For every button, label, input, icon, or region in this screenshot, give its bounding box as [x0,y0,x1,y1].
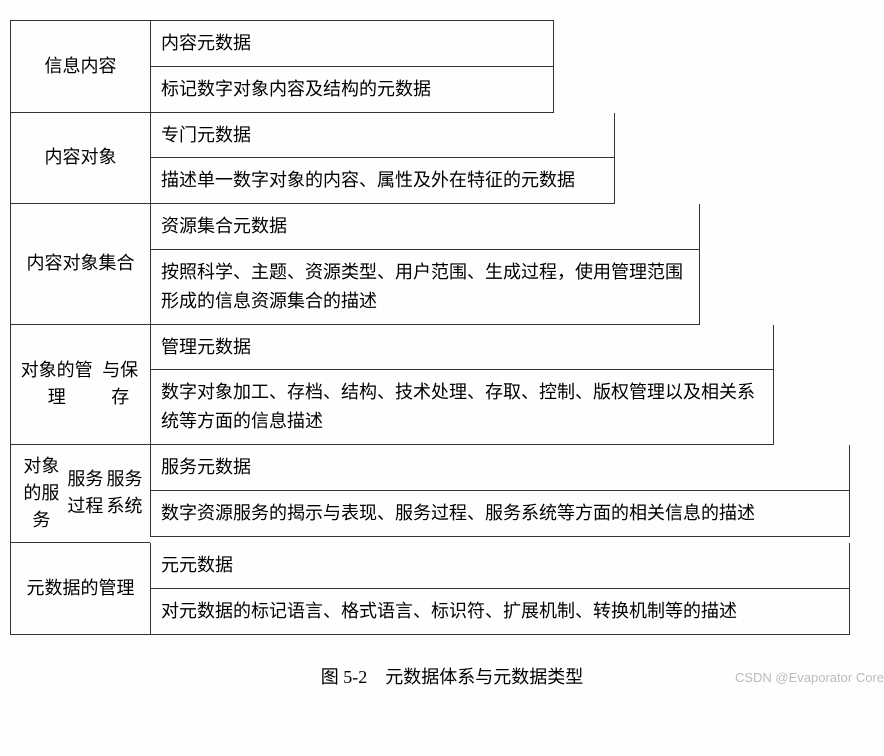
row-category-label: 对象的管理与保存 [10,325,150,445]
metadata-type-desc: 对元数据的标记语言、格式语言、标识符、扩展机制、转换机制等的描述 [150,589,850,635]
metadata-type-name: 服务元数据 [150,445,850,491]
row-detail-group: 管理元数据数字对象加工、存档、结构、技术处理、存取、控制、版权管理以及相关系统等… [150,325,774,445]
row-detail-group: 资源集合元数据按照科学、主题、资源类型、用户范围、生成过程，使用管理范围形成的信… [150,204,700,324]
metadata-type-name: 管理元数据 [150,325,774,371]
diagram-row: 元数据的管理元元数据对元数据的标记语言、格式语言、标识符、扩展机制、转换机制等的… [10,543,884,635]
metadata-type-desc: 描述单一数字对象的内容、属性及外在特征的元数据 [150,158,615,204]
metadata-staircase-diagram: 信息内容内容元数据标记数字对象内容及结构的元数据内容对象专门元数据描述单一数字对… [10,20,884,635]
diagram-row: 对象的服务服务过程服务系统服务元数据数字资源服务的揭示与表现、服务过程、服务系统… [10,445,884,543]
row-category-label: 元数据的管理 [10,543,150,635]
metadata-type-name: 内容元数据 [150,20,554,67]
row-category-label: 对象的服务服务过程服务系统 [10,445,150,543]
diagram-row: 内容对象集合资源集合元数据按照科学、主题、资源类型、用户范围、生成过程，使用管理… [10,204,884,324]
metadata-type-name: 资源集合元数据 [150,204,700,250]
diagram-row: 信息内容内容元数据标记数字对象内容及结构的元数据 [10,20,884,113]
diagram-row: 内容对象专门元数据描述单一数字对象的内容、属性及外在特征的元数据 [10,113,884,205]
row-category-label: 信息内容 [10,20,150,113]
metadata-type-desc: 标记数字对象内容及结构的元数据 [150,67,554,113]
row-detail-group: 专门元数据描述单一数字对象的内容、属性及外在特征的元数据 [150,113,615,205]
row-detail-group: 元元数据对元数据的标记语言、格式语言、标识符、扩展机制、转换机制等的描述 [150,543,850,635]
row-category-label: 内容对象 [10,113,150,205]
metadata-type-name: 专门元数据 [150,113,615,159]
row-category-label: 内容对象集合 [10,204,150,324]
diagram-row: 对象的管理与保存管理元数据数字对象加工、存档、结构、技术处理、存取、控制、版权管… [10,325,884,445]
metadata-type-desc: 数字资源服务的揭示与表现、服务过程、服务系统等方面的相关信息的描述 [150,491,850,537]
metadata-type-desc: 数字对象加工、存档、结构、技术处理、存取、控制、版权管理以及相关系统等方面的信息… [150,370,774,445]
watermark-text: CSDN @Evaporator Core [735,670,884,685]
row-detail-group: 内容元数据标记数字对象内容及结构的元数据 [150,20,554,113]
row-detail-group: 服务元数据数字资源服务的揭示与表现、服务过程、服务系统等方面的相关信息的描述 [150,445,850,543]
metadata-type-desc: 按照科学、主题、资源类型、用户范围、生成过程，使用管理范围形成的信息资源集合的描… [150,250,700,325]
metadata-type-name: 元元数据 [150,543,850,589]
